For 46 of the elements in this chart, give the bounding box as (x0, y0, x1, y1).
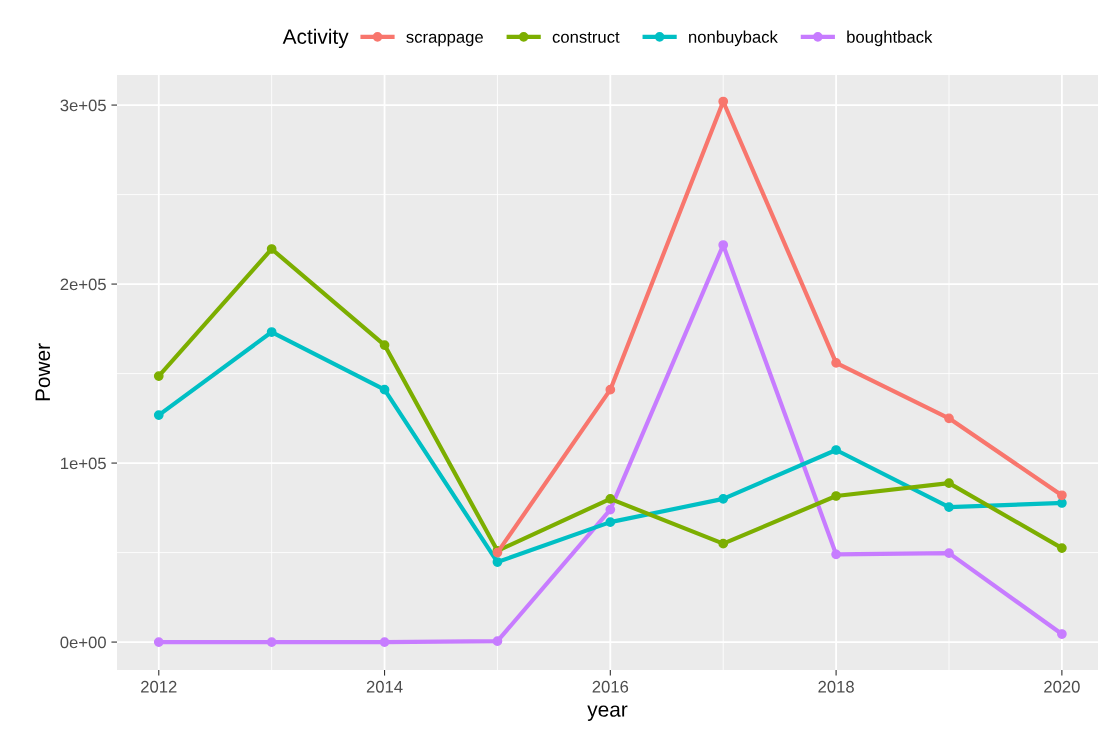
legend-title: Activity (282, 28, 349, 49)
point (718, 240, 729, 250)
legend-label: scrappage (406, 33, 483, 47)
point (605, 517, 616, 528)
point (1057, 498, 1067, 508)
legend-label: nonbuyback (689, 30, 778, 47)
point (492, 557, 503, 567)
point (492, 636, 503, 647)
point (718, 538, 729, 549)
legend-label: construct (552, 31, 620, 43)
point (1057, 490, 1067, 501)
point (944, 478, 954, 488)
point (1057, 629, 1067, 639)
point (379, 384, 390, 395)
point (944, 548, 954, 558)
point (605, 504, 616, 515)
x-axis-title: year (587, 705, 628, 721)
x-tick-label: 2014 (366, 680, 403, 693)
y-axis-title: Power (35, 343, 51, 401)
point (266, 327, 277, 337)
point (266, 244, 277, 254)
point (153, 371, 164, 381)
x-tick-label: 2018 (818, 680, 854, 693)
y-tick-label: 3e+05 (60, 99, 106, 112)
legend-label: boughtback (847, 30, 933, 47)
x-tick-label: 2016 (592, 680, 629, 693)
y-tick-label: 0e+00 (60, 636, 106, 649)
point (944, 502, 954, 512)
point (1057, 543, 1067, 553)
point (153, 637, 164, 647)
y-tick-label: 2e+05 (60, 278, 106, 291)
y-tick-label: 1e+05 (61, 457, 106, 470)
point (153, 410, 164, 420)
point (831, 491, 841, 501)
point (831, 549, 841, 560)
point (831, 357, 841, 368)
point (718, 494, 729, 504)
point (379, 637, 390, 647)
x-tick-label: 2012 (141, 680, 177, 693)
point (831, 445, 841, 455)
point (944, 413, 954, 424)
point (266, 637, 277, 647)
point (605, 384, 616, 395)
point (379, 340, 390, 350)
point (605, 494, 616, 504)
x-tick-label: 2020 (1044, 680, 1080, 693)
